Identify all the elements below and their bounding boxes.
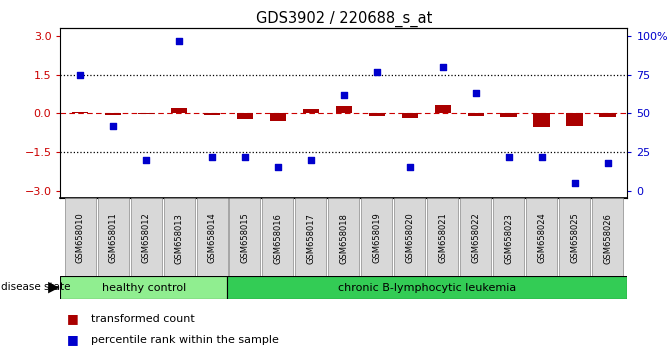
Point: [240, 154, 250, 159]
Text: GSM658010: GSM658010: [76, 213, 85, 263]
FancyBboxPatch shape: [427, 198, 458, 278]
Bar: [533, 113, 550, 127]
Point: [536, 154, 547, 159]
Text: ■: ■: [67, 312, 79, 325]
Text: GSM658022: GSM658022: [471, 213, 480, 263]
Text: GSM658019: GSM658019: [372, 213, 381, 263]
Bar: [303, 109, 319, 113]
Text: GSM658016: GSM658016: [274, 213, 282, 263]
FancyBboxPatch shape: [493, 198, 524, 278]
Text: GSM658011: GSM658011: [109, 213, 117, 263]
FancyBboxPatch shape: [131, 198, 162, 278]
Bar: [171, 108, 187, 113]
Text: disease state: disease state: [1, 282, 70, 292]
Text: GSM658018: GSM658018: [340, 213, 348, 263]
Bar: [468, 113, 484, 116]
Bar: [105, 113, 121, 115]
Polygon shape: [48, 282, 59, 293]
Text: transformed count: transformed count: [91, 314, 195, 324]
Point: [503, 154, 514, 159]
Text: GSM658026: GSM658026: [603, 213, 612, 263]
Bar: [368, 113, 385, 116]
Text: GSM658014: GSM658014: [207, 213, 217, 263]
Point: [174, 38, 185, 44]
Point: [405, 165, 415, 170]
Bar: [237, 113, 253, 119]
FancyBboxPatch shape: [229, 198, 260, 278]
FancyBboxPatch shape: [262, 198, 293, 278]
Point: [372, 69, 382, 74]
Point: [108, 123, 119, 129]
Bar: [72, 112, 89, 113]
Point: [437, 64, 448, 70]
Point: [569, 180, 580, 185]
Point: [74, 72, 85, 78]
FancyBboxPatch shape: [362, 198, 393, 278]
Point: [272, 165, 283, 170]
Text: percentile rank within the sample: percentile rank within the sample: [91, 335, 278, 345]
Text: GSM658024: GSM658024: [537, 213, 546, 263]
FancyBboxPatch shape: [98, 198, 129, 278]
Bar: [138, 113, 154, 114]
Text: GSM658021: GSM658021: [438, 213, 448, 263]
FancyBboxPatch shape: [227, 276, 627, 299]
FancyBboxPatch shape: [164, 198, 195, 278]
Point: [305, 157, 316, 162]
Bar: [204, 113, 220, 115]
Text: GSM658013: GSM658013: [174, 213, 184, 263]
Point: [207, 154, 217, 159]
Text: GSM658012: GSM658012: [142, 213, 150, 263]
Text: GSM658025: GSM658025: [570, 213, 579, 263]
FancyBboxPatch shape: [197, 198, 227, 278]
Text: GSM658023: GSM658023: [504, 213, 513, 263]
FancyBboxPatch shape: [64, 198, 96, 278]
Point: [338, 92, 349, 98]
Text: GSM658015: GSM658015: [240, 213, 250, 263]
Text: GSM658020: GSM658020: [405, 213, 414, 263]
FancyBboxPatch shape: [559, 198, 590, 278]
Text: ■: ■: [67, 333, 79, 346]
Bar: [336, 106, 352, 113]
FancyBboxPatch shape: [328, 198, 360, 278]
FancyBboxPatch shape: [526, 198, 557, 278]
Bar: [599, 113, 616, 117]
FancyBboxPatch shape: [295, 198, 326, 278]
FancyBboxPatch shape: [460, 198, 491, 278]
Text: GSM658017: GSM658017: [307, 213, 315, 263]
Bar: [566, 113, 583, 126]
Bar: [270, 113, 287, 121]
FancyBboxPatch shape: [60, 276, 227, 299]
Title: GDS3902 / 220688_s_at: GDS3902 / 220688_s_at: [256, 11, 432, 27]
Point: [470, 90, 481, 96]
Text: healthy control: healthy control: [101, 282, 186, 293]
FancyBboxPatch shape: [592, 198, 623, 278]
Point: [603, 160, 613, 166]
Bar: [401, 113, 418, 119]
Point: [141, 157, 152, 162]
FancyBboxPatch shape: [395, 198, 425, 278]
Bar: [435, 105, 451, 113]
Bar: [501, 113, 517, 117]
Text: chronic B-lymphocytic leukemia: chronic B-lymphocytic leukemia: [338, 282, 517, 293]
